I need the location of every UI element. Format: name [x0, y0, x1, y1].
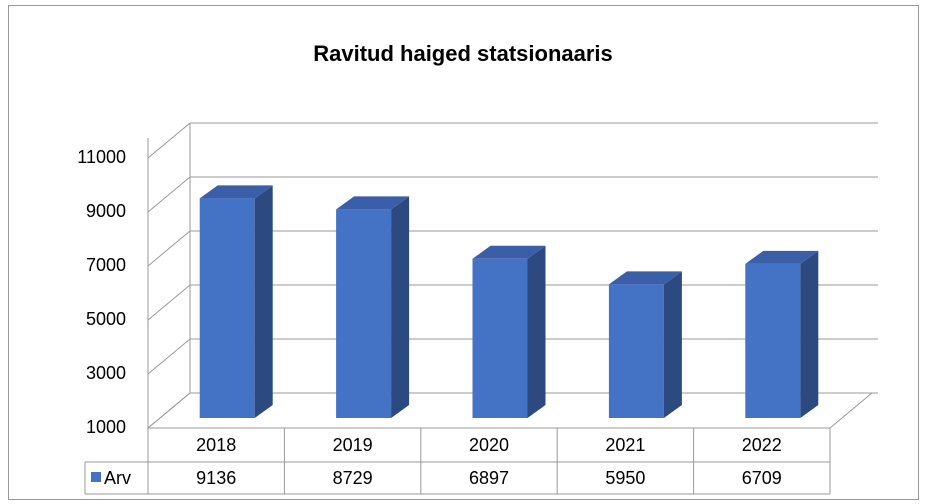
y-tick-label: 5000 [86, 309, 126, 329]
grid-line [147, 338, 191, 375]
bar-top [745, 250, 819, 264]
bar-front [745, 263, 801, 418]
table-value: 6709 [742, 468, 782, 488]
bar-front [199, 198, 255, 418]
x-tick-label: 2022 [742, 435, 782, 455]
bar-side [254, 185, 273, 418]
bar-side [527, 245, 546, 418]
table-value: 5950 [605, 468, 645, 488]
grid-line [147, 392, 191, 429]
chart-title: Ravitud haiged statsionaaris [313, 41, 613, 66]
x-tick-label: 2018 [196, 435, 236, 455]
y-tick-label: 7000 [86, 255, 126, 275]
grid-line [147, 122, 191, 159]
bar-top [199, 185, 273, 199]
x-tick-label: 2019 [333, 435, 373, 455]
bar-side [663, 271, 682, 418]
y-tick-label: 11000 [77, 147, 126, 167]
bar-top [608, 271, 682, 285]
bar-top [336, 196, 410, 210]
bar-front [336, 209, 392, 418]
table-value: 9136 [196, 468, 236, 488]
grid-line [147, 284, 191, 321]
x-tick-label: 2020 [469, 435, 509, 455]
y-tick-label: 9000 [86, 201, 126, 221]
bar-front [608, 284, 664, 418]
bar-front [472, 258, 528, 418]
bar-side [391, 196, 410, 418]
y-tick-label: 3000 [86, 363, 126, 383]
legend-swatch [91, 472, 101, 482]
y-tick-label: 1000 [86, 417, 126, 437]
table-value: 6897 [469, 468, 509, 488]
grid-line [147, 176, 191, 213]
bar-side [800, 250, 819, 418]
grid-line [147, 230, 191, 267]
legend-label: Arv [104, 468, 131, 488]
table-value: 8729 [333, 468, 373, 488]
x-tick-label: 2021 [605, 435, 645, 455]
bar-top [472, 245, 546, 259]
